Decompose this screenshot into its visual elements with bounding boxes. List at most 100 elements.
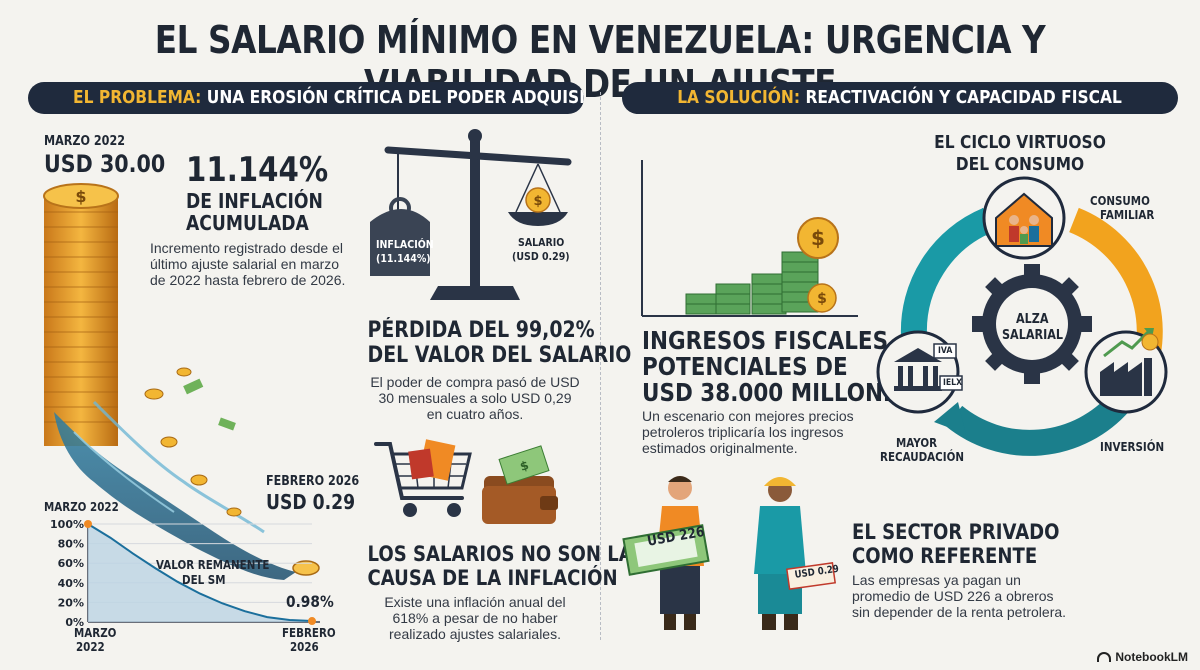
small-coin-icon: [292, 560, 320, 576]
cycle-inversion: INVERSIÓN: [1100, 440, 1165, 454]
salary-coin-icon: [525, 187, 551, 213]
svg-text:$: $: [817, 291, 827, 307]
cycle-center-1: ALZA: [1016, 312, 1049, 327]
brand-badge: NotebookLM: [1097, 650, 1188, 664]
chart-xtick-left-1: MARZO: [74, 626, 117, 640]
cycle-recaudacion-1: MAYOR: [896, 436, 938, 450]
coins-start-value: USD 30.00: [44, 150, 166, 178]
cycle-tax-iva: IVA: [938, 346, 953, 356]
section-divider: [600, 92, 601, 640]
chart-xtick-left-2: 2022: [76, 640, 105, 654]
loss-heading-2: DEL VALOR DEL SALARIO: [367, 343, 632, 368]
inflation-label-2: ACUMULADA: [186, 211, 309, 235]
svg-text:$: $: [811, 226, 825, 250]
chart-area-label-1: VALOR REMANENTE: [156, 558, 270, 572]
inflation-label-1: DE INFLACIÓN: [186, 189, 323, 213]
cause-desc-line: 618% a pesar de no haber: [392, 610, 558, 626]
cycle-consumo-2: FAMILIAR: [1100, 208, 1155, 222]
salary-remaining-chart: 100% 80% 60% 40% 20% 0%: [50, 518, 320, 629]
loss-desc-line: 30 mensuales a solo USD 0,29: [378, 390, 572, 406]
problem-header-highlight: EL PROBLEMA:: [73, 87, 202, 108]
dollar-coin-top-icon: [43, 183, 119, 209]
inflation-desc-line: Incremento registrado desde el: [150, 240, 343, 256]
scale-inflation-label-1: INFLACIÓN: [376, 238, 434, 251]
cycle-title-1: EL CICLO VIRTUOSO: [934, 132, 1106, 153]
solution-header-highlight: LA SOLUCIÓN:: [677, 87, 801, 108]
notebooklm-logo-icon: [1097, 652, 1112, 662]
virtuous-cycle-diagram: [876, 176, 1168, 456]
hard-hat-icon: [764, 477, 796, 486]
inflation-figure: 11.144%: [186, 150, 329, 190]
loss-description: El poder de compra pasó de USD 30 mensua…: [360, 374, 590, 422]
cycle-consumo-1: CONSUMO: [1090, 194, 1150, 208]
chart-ytick-label: 20%: [58, 596, 84, 609]
chart-top-annotation: MARZO 2022: [44, 500, 119, 514]
balance-scale-illustration: $: [370, 129, 572, 300]
fiscal-description: Un escenario con mejores precios petrole…: [642, 408, 872, 456]
chart-end-point: [308, 617, 316, 626]
scale-salary-label-2: (USD 0.29): [512, 250, 570, 263]
cycle-center-2: SALARIAL: [1002, 328, 1064, 343]
gear-icon: [972, 264, 1092, 384]
cycle-arc-cyan: [900, 207, 994, 337]
coins-end-date: FEBRERO 2026: [266, 474, 360, 489]
chart-ytick-label: 60%: [58, 557, 84, 570]
chart-start-point: [84, 520, 92, 528]
problem-header-text: UNA EROSIÓN CRÍTICA DEL PODER ADQUISITIV…: [201, 87, 584, 108]
inflation-description: Incremento registrado desde el último aj…: [150, 240, 360, 288]
cart-wallet-illustration: $: [374, 439, 558, 524]
cycle-tax-ielx: IELX: [943, 378, 963, 388]
fiscal-desc-line: petroleros triplicaría los ingresos: [642, 424, 844, 440]
fiscal-desc-line: Un escenario con mejores precios: [642, 408, 854, 424]
fiscal-heading-3: USD 38.000 MILLONES: [642, 378, 914, 407]
cycle-title-2: DEL CONSUMO: [955, 154, 1085, 175]
coin-stack-body: [44, 196, 118, 446]
coins-start-date: MARZO 2022: [44, 134, 126, 149]
chart-xtick-right-2: 2026: [290, 640, 319, 654]
inflation-desc-line: último ajuste salarial en marzo: [150, 256, 340, 272]
problem-header: EL PROBLEMA: UNA EROSIÓN CRÍTICA DEL POD…: [28, 82, 584, 114]
private-heading-1: EL SECTOR PRIVADO: [852, 520, 1060, 544]
cause-heading-2: CAUSA DE LA INFLACIÓN: [367, 566, 618, 590]
loss-desc-line: en cuatro años.: [426, 406, 524, 422]
private-desc-line: sin depender de la renta petrolera.: [852, 604, 1067, 620]
money-growth-illustration: $ $: [641, 160, 858, 317]
private-description: Las empresas ya pagan un promedio de USD…: [852, 572, 1112, 620]
scale-inflation-label-2: (11.144%): [376, 252, 431, 265]
chart-xtick-right-1: FEBRERO: [282, 626, 336, 640]
cause-desc-line: realizado ajustes salariales.: [389, 626, 561, 642]
chart-ytick-label: 100%: [50, 518, 84, 531]
worker-right-icon: [754, 506, 806, 574]
private-desc-line: promedio de USD 226 a obreros: [852, 588, 1054, 604]
coin-stack-illustration: $: [43, 183, 320, 580]
svg-text:$: $: [533, 194, 542, 209]
chart-area-label-2: DEL SM: [182, 573, 226, 587]
cause-desc-line: Existe una inflación anual del: [384, 594, 566, 610]
cause-description: Existe una inflación anual del 618% a pe…: [360, 594, 590, 642]
svg-text:$: $: [518, 458, 530, 474]
chart-ytick-label: 40%: [58, 577, 84, 590]
solution-header-text: REACTIVACIÓN Y CAPACIDAD FISCAL: [800, 87, 1123, 108]
fiscal-heading-2: POTENCIALES DE: [642, 352, 848, 381]
loss-desc-line: El poder de compra pasó de USD: [370, 374, 580, 390]
svg-text:$: $: [75, 187, 86, 206]
workers-illustration: [622, 476, 837, 630]
fiscal-heading-1: INGRESOS FISCALES: [642, 326, 889, 355]
inflation-desc-line: de 2022 hasta febrero de 2026.: [150, 272, 346, 288]
private-desc-line: Las empresas ya pagan un: [852, 572, 1021, 588]
cycle-recaudacion-2: RECAUDACIÓN: [880, 450, 964, 464]
brand-name: NotebookLM: [1115, 650, 1188, 664]
chart-area-line: [87, 523, 313, 623]
chart-area-fill: [88, 524, 312, 622]
chart-ytick-label: 80%: [58, 538, 84, 551]
scale-salary-label-1: SALARIO: [518, 236, 565, 249]
solution-header: LA SOLUCIÓN: REACTIVACIÓN Y CAPACIDAD FI…: [622, 82, 1178, 114]
bill-029-icon: [785, 562, 837, 590]
dollar-coin-icon: [797, 217, 839, 259]
chart-end-annotation: 0.98%: [286, 592, 334, 611]
inflation-weight-icon: [370, 209, 430, 276]
chart-ytick-label: 0%: [65, 616, 84, 629]
cause-heading-1: LOS SALARIOS NO SON LA: [367, 542, 633, 566]
coins-end-value: USD 0.29: [266, 490, 356, 514]
private-heading-2: COMO REFERENTE: [852, 544, 1038, 568]
